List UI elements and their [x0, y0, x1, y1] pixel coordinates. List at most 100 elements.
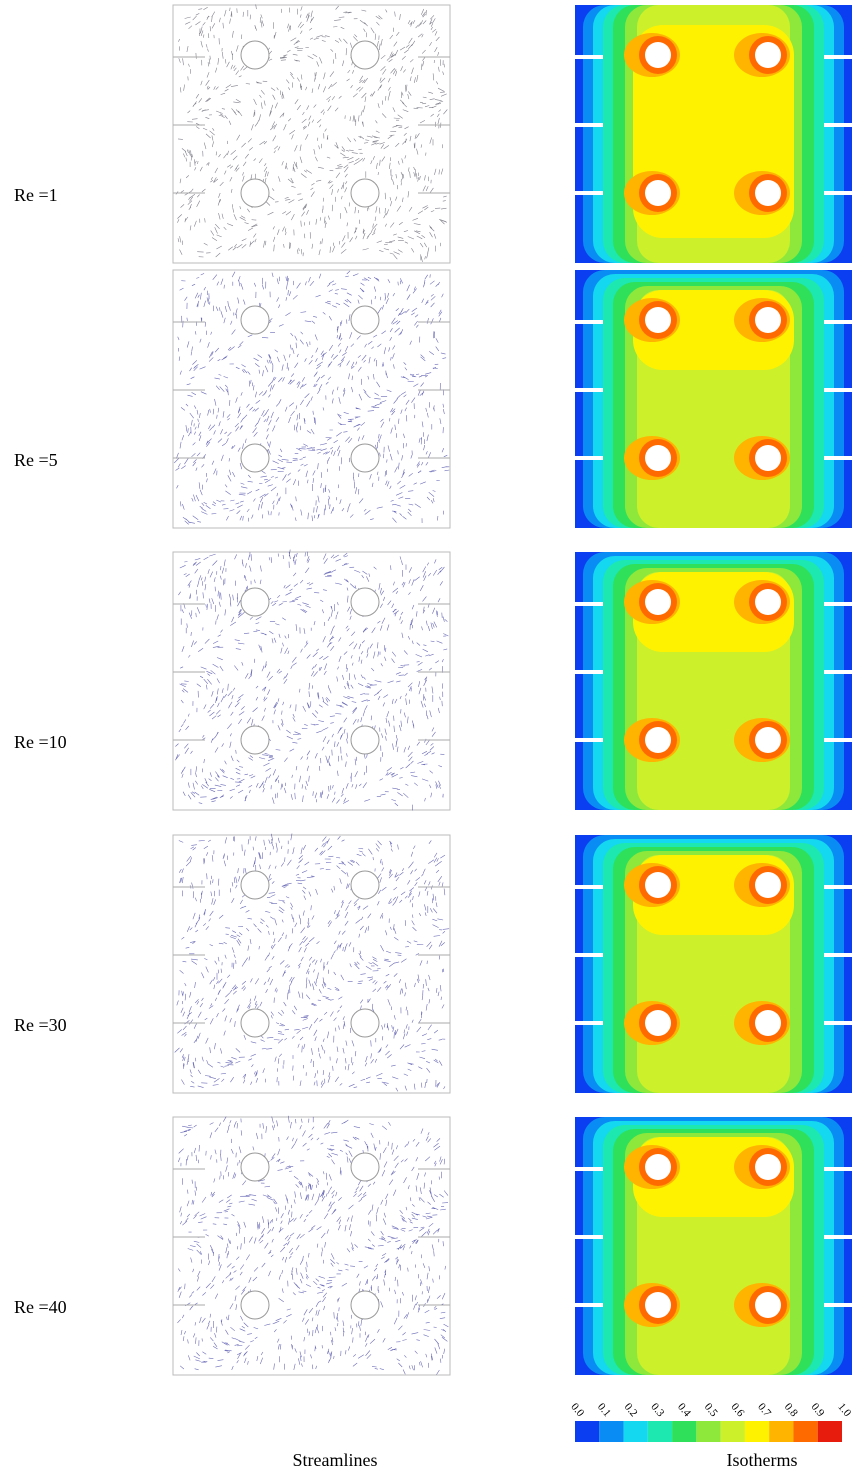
streamline-panel: [173, 5, 450, 263]
fin: [824, 123, 852, 127]
fin: [824, 388, 852, 392]
colorbar-swatch: [818, 1421, 842, 1442]
colorbar-tick-label: 0.2: [622, 1401, 640, 1419]
column-label: Streamlines: [293, 1450, 378, 1470]
row-label: Re =5: [14, 450, 58, 470]
row-label: Re =30: [14, 1015, 67, 1035]
cylinder: [241, 1291, 269, 1319]
fin: [824, 1303, 852, 1307]
colorbar-swatch: [721, 1421, 745, 1442]
colorbar-tick-label: 0.8: [782, 1401, 800, 1420]
streamline-panel: [173, 552, 450, 810]
cylinder: [755, 1010, 781, 1036]
fin: [824, 670, 852, 674]
fin: [824, 1167, 852, 1171]
cylinder: [755, 42, 781, 68]
fin: [575, 1303, 603, 1307]
fin: [575, 1235, 603, 1239]
colorbar-swatch: [745, 1421, 769, 1442]
cylinder: [241, 179, 269, 207]
fin: [824, 55, 852, 59]
fin: [824, 885, 852, 889]
fin: [824, 1235, 852, 1239]
colorbar-tick-label: 0.3: [648, 1401, 666, 1420]
row-label: Re =10: [14, 732, 67, 752]
fin: [575, 1167, 603, 1171]
colorbar-swatch: [624, 1421, 648, 1442]
fin: [824, 602, 852, 606]
colorbar-swatch: [575, 1421, 599, 1442]
cylinder: [351, 444, 379, 472]
cylinder: [351, 179, 379, 207]
cylinder: [351, 41, 379, 69]
fin: [575, 55, 603, 59]
cylinder: [351, 871, 379, 899]
fin: [575, 953, 603, 957]
cylinder: [351, 1009, 379, 1037]
colorbar-tick-label: 0.6: [728, 1401, 746, 1420]
fin: [575, 738, 603, 742]
cylinder: [645, 180, 671, 206]
cylinder: [645, 589, 671, 615]
cylinder: [351, 306, 379, 334]
fin: [575, 456, 603, 460]
fin: [575, 1021, 603, 1025]
colorbar-tick-label: 0.9: [809, 1401, 827, 1420]
cylinder: [241, 306, 269, 334]
cylinder: [241, 726, 269, 754]
streamline-panel: [173, 1117, 450, 1375]
fin: [824, 456, 852, 460]
colorbar-swatch: [599, 1421, 623, 1442]
fin: [575, 388, 603, 392]
fin: [824, 738, 852, 742]
fin: [575, 123, 603, 127]
cylinder: [645, 1154, 671, 1180]
fin: [575, 670, 603, 674]
colorbar-swatch: [793, 1421, 817, 1442]
colorbar-swatch: [696, 1421, 720, 1442]
fin: [575, 320, 603, 324]
cylinder: [351, 726, 379, 754]
cylinder: [351, 1291, 379, 1319]
cylinder: [755, 872, 781, 898]
colorbar-tick-label: 0.5: [702, 1401, 720, 1420]
colorbar-tick-label: 0.1: [595, 1401, 613, 1419]
colorbar-tick-label: 0.0: [568, 1401, 586, 1420]
fin: [575, 191, 603, 195]
colorbar-tick-label: 0.4: [675, 1401, 693, 1420]
fin: [575, 602, 603, 606]
cylinder: [645, 445, 671, 471]
cylinder: [645, 872, 671, 898]
row-label: Re =40: [14, 1297, 67, 1317]
cylinder: [755, 307, 781, 333]
cylinder: [645, 1292, 671, 1318]
cylinder: [645, 307, 671, 333]
fin: [824, 953, 852, 957]
cylinder: [755, 589, 781, 615]
cylinder: [241, 444, 269, 472]
cylinder: [645, 42, 671, 68]
cylinder: [755, 1292, 781, 1318]
figure: Streamlines Isotherms Re =1 Re =5 Re =10 Re…: [0, 0, 861, 1476]
cylinder: [755, 727, 781, 753]
streamline-panel: [173, 835, 450, 1093]
column-label: Isotherms: [727, 1450, 798, 1470]
fin: [575, 885, 603, 889]
cylinder: [241, 41, 269, 69]
cylinder: [755, 1154, 781, 1180]
colorbar-swatch: [672, 1421, 696, 1442]
colorbar-swatch: [648, 1421, 672, 1442]
colorbar-tick-label: 0.7: [755, 1401, 773, 1420]
cylinder: [755, 180, 781, 206]
cylinder: [241, 871, 269, 899]
colorbar-tick-label: 1.0: [835, 1401, 853, 1420]
cylinder: [241, 588, 269, 616]
colorbar-swatch: [769, 1421, 793, 1442]
cylinder: [241, 1009, 269, 1037]
fin: [824, 1021, 852, 1025]
row-label: Re =1: [14, 185, 58, 205]
cylinder: [351, 1153, 379, 1181]
cylinder: [755, 445, 781, 471]
fin: [824, 191, 852, 195]
cylinder: [351, 588, 379, 616]
